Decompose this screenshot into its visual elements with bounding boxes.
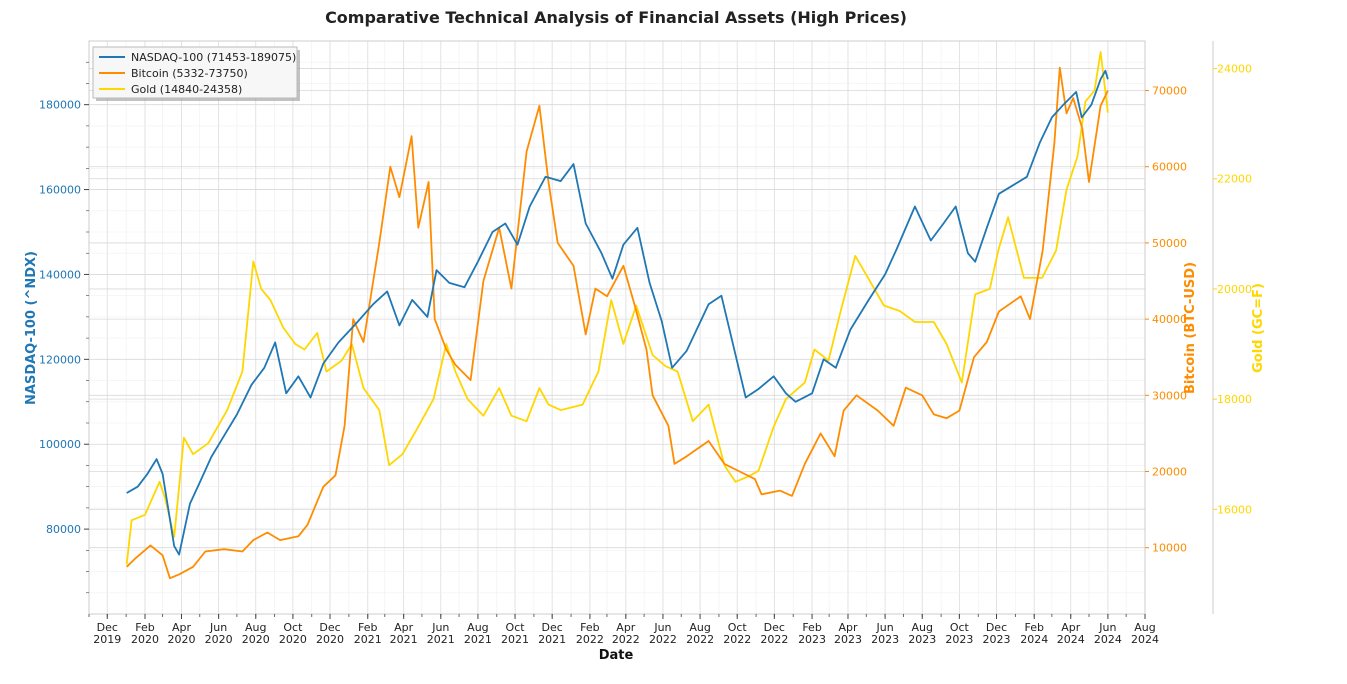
x-tick-label-year: 2020 <box>242 633 270 646</box>
x-tick-label-year: 2021 <box>427 633 455 646</box>
x-tick-label: Dec <box>542 621 563 634</box>
chart-title: Comparative Technical Analysis of Financ… <box>325 8 907 27</box>
x-tick-label: Oct <box>506 621 526 634</box>
y-tick-label-gold: 22000 <box>1217 173 1252 186</box>
x-tick-label-year: 2022 <box>686 633 714 646</box>
x-tick-label: Oct <box>728 621 748 634</box>
x-tick-label-year: 2024 <box>1020 633 1048 646</box>
x-tick-label-year: 2020 <box>279 633 307 646</box>
y-tick-label-gold: 24000 <box>1217 63 1252 76</box>
x-axis-label: Date <box>599 648 634 663</box>
x-tick-label: Oct <box>950 621 970 634</box>
x-tick-label: Jun <box>876 621 894 634</box>
x-tick-label: Feb <box>802 621 821 634</box>
y-tick-label-gold: 20000 <box>1217 283 1252 296</box>
y-tick-label-nasdaq: 180000 <box>39 99 81 112</box>
y-tick-label-bitcoin: 20000 <box>1152 466 1187 479</box>
x-tick-label: Dec <box>97 621 118 634</box>
y-tick-label-bitcoin: 30000 <box>1152 389 1187 402</box>
x-tick-label: Apr <box>172 621 192 634</box>
x-tick-label: Apr <box>394 621 414 634</box>
x-tick-label: Aug <box>467 621 488 634</box>
x-tick-label: Aug <box>911 621 932 634</box>
y-tick-label-bitcoin: 10000 <box>1152 542 1187 555</box>
x-tick-label-year: 2023 <box>871 633 899 646</box>
y-tick-label-bitcoin: 50000 <box>1152 237 1187 250</box>
plot-frame <box>88 40 1146 615</box>
x-tick-label: Jun <box>653 621 671 634</box>
x-tick-label: Jun <box>1098 621 1116 634</box>
x-tick-label-year: 2022 <box>649 633 677 646</box>
legend: NASDAQ-100 (71453-189075) Bitcoin (5332-… <box>92 46 300 101</box>
y-tick-label-bitcoin: 70000 <box>1152 85 1187 98</box>
y-axis-label-bitcoin: Bitcoin (BTC-USD) <box>1183 262 1198 394</box>
y-tick-label-nasdaq: 100000 <box>39 438 81 451</box>
x-tick-label-year: 2022 <box>723 633 751 646</box>
x-tick-label-year: 2020 <box>131 633 159 646</box>
x-tick-label-year: 2023 <box>798 633 826 646</box>
x-tick-label-year: 2020 <box>168 633 196 646</box>
x-tick-label: Apr <box>838 621 858 634</box>
x-tick-label-year: 2020 <box>316 633 344 646</box>
x-tick-label-year: 2023 <box>982 633 1010 646</box>
x-tick-label-year: 2020 <box>205 633 233 646</box>
x-tick-label-year: 2023 <box>945 633 973 646</box>
series-line-right1 <box>126 66 1109 580</box>
series-layer <box>125 51 1109 580</box>
legend-box <box>92 46 298 99</box>
y-tick-label-gold: 16000 <box>1217 503 1252 516</box>
y-tick-label-bitcoin: 40000 <box>1152 313 1187 326</box>
x-tick-label: Feb <box>135 621 154 634</box>
x-tick-label: Dec <box>764 621 785 634</box>
x-tick-label-year: 2022 <box>576 633 604 646</box>
y-tick-label-nasdaq: 140000 <box>39 268 81 281</box>
x-tick-label-year: 2021 <box>464 633 492 646</box>
y-tick-label-nasdaq: 120000 <box>39 353 81 366</box>
series-line-right2 <box>125 51 1109 565</box>
x-tick-label: Jun <box>209 621 227 634</box>
x-tick-label-year: 2021 <box>538 633 566 646</box>
x-tick-label-year: 2023 <box>908 633 936 646</box>
x-tick-label-year: 2021 <box>390 633 418 646</box>
legend-label-gold: Gold (14840-24358) <box>131 83 242 96</box>
legend-label-bitcoin: Bitcoin (5332-73750) <box>131 67 248 80</box>
legend-label-nasdaq: NASDAQ-100 (71453-189075) <box>131 51 296 64</box>
x-tick-label: Feb <box>580 621 599 634</box>
x-tick-label: Dec <box>986 621 1007 634</box>
series-line-left <box>126 69 1109 556</box>
x-tick-label: Apr <box>616 621 636 634</box>
axes: Dec2019Feb2020Apr2020Jun2020Aug2020Oct20… <box>39 41 1252 646</box>
y-axis-label-nasdaq: NASDAQ-100 (^NDX) <box>24 251 39 405</box>
x-tick-label-year: 2022 <box>760 633 788 646</box>
x-tick-label-year: 2021 <box>354 633 382 646</box>
x-tick-label: Dec <box>319 621 340 634</box>
y-tick-label-bitcoin: 60000 <box>1152 161 1187 174</box>
y-tick-label-nasdaq: 160000 <box>39 184 81 197</box>
x-tick-label: Oct <box>283 621 303 634</box>
x-tick-label: Apr <box>1061 621 1081 634</box>
x-tick-label: Aug <box>245 621 266 634</box>
x-tick-label-year: 2024 <box>1057 633 1085 646</box>
x-tick-label-year: 2021 <box>501 633 529 646</box>
y-tick-label-gold: 18000 <box>1217 393 1252 406</box>
x-tick-label: Aug <box>1134 621 1155 634</box>
x-tick-label: Feb <box>1024 621 1043 634</box>
x-tick-label-year: 2019 <box>93 633 121 646</box>
x-tick-label-year: 2024 <box>1131 633 1159 646</box>
x-tick-label-year: 2023 <box>834 633 862 646</box>
y-axis-label-gold: Gold (GC=F) <box>1251 283 1266 373</box>
x-tick-label: Feb <box>358 621 377 634</box>
x-tick-label-year: 2024 <box>1094 633 1122 646</box>
x-tick-label-year: 2022 <box>612 633 640 646</box>
x-tick-label: Aug <box>689 621 710 634</box>
y-tick-label-nasdaq: 80000 <box>46 523 81 536</box>
x-tick-label: Jun <box>431 621 449 634</box>
